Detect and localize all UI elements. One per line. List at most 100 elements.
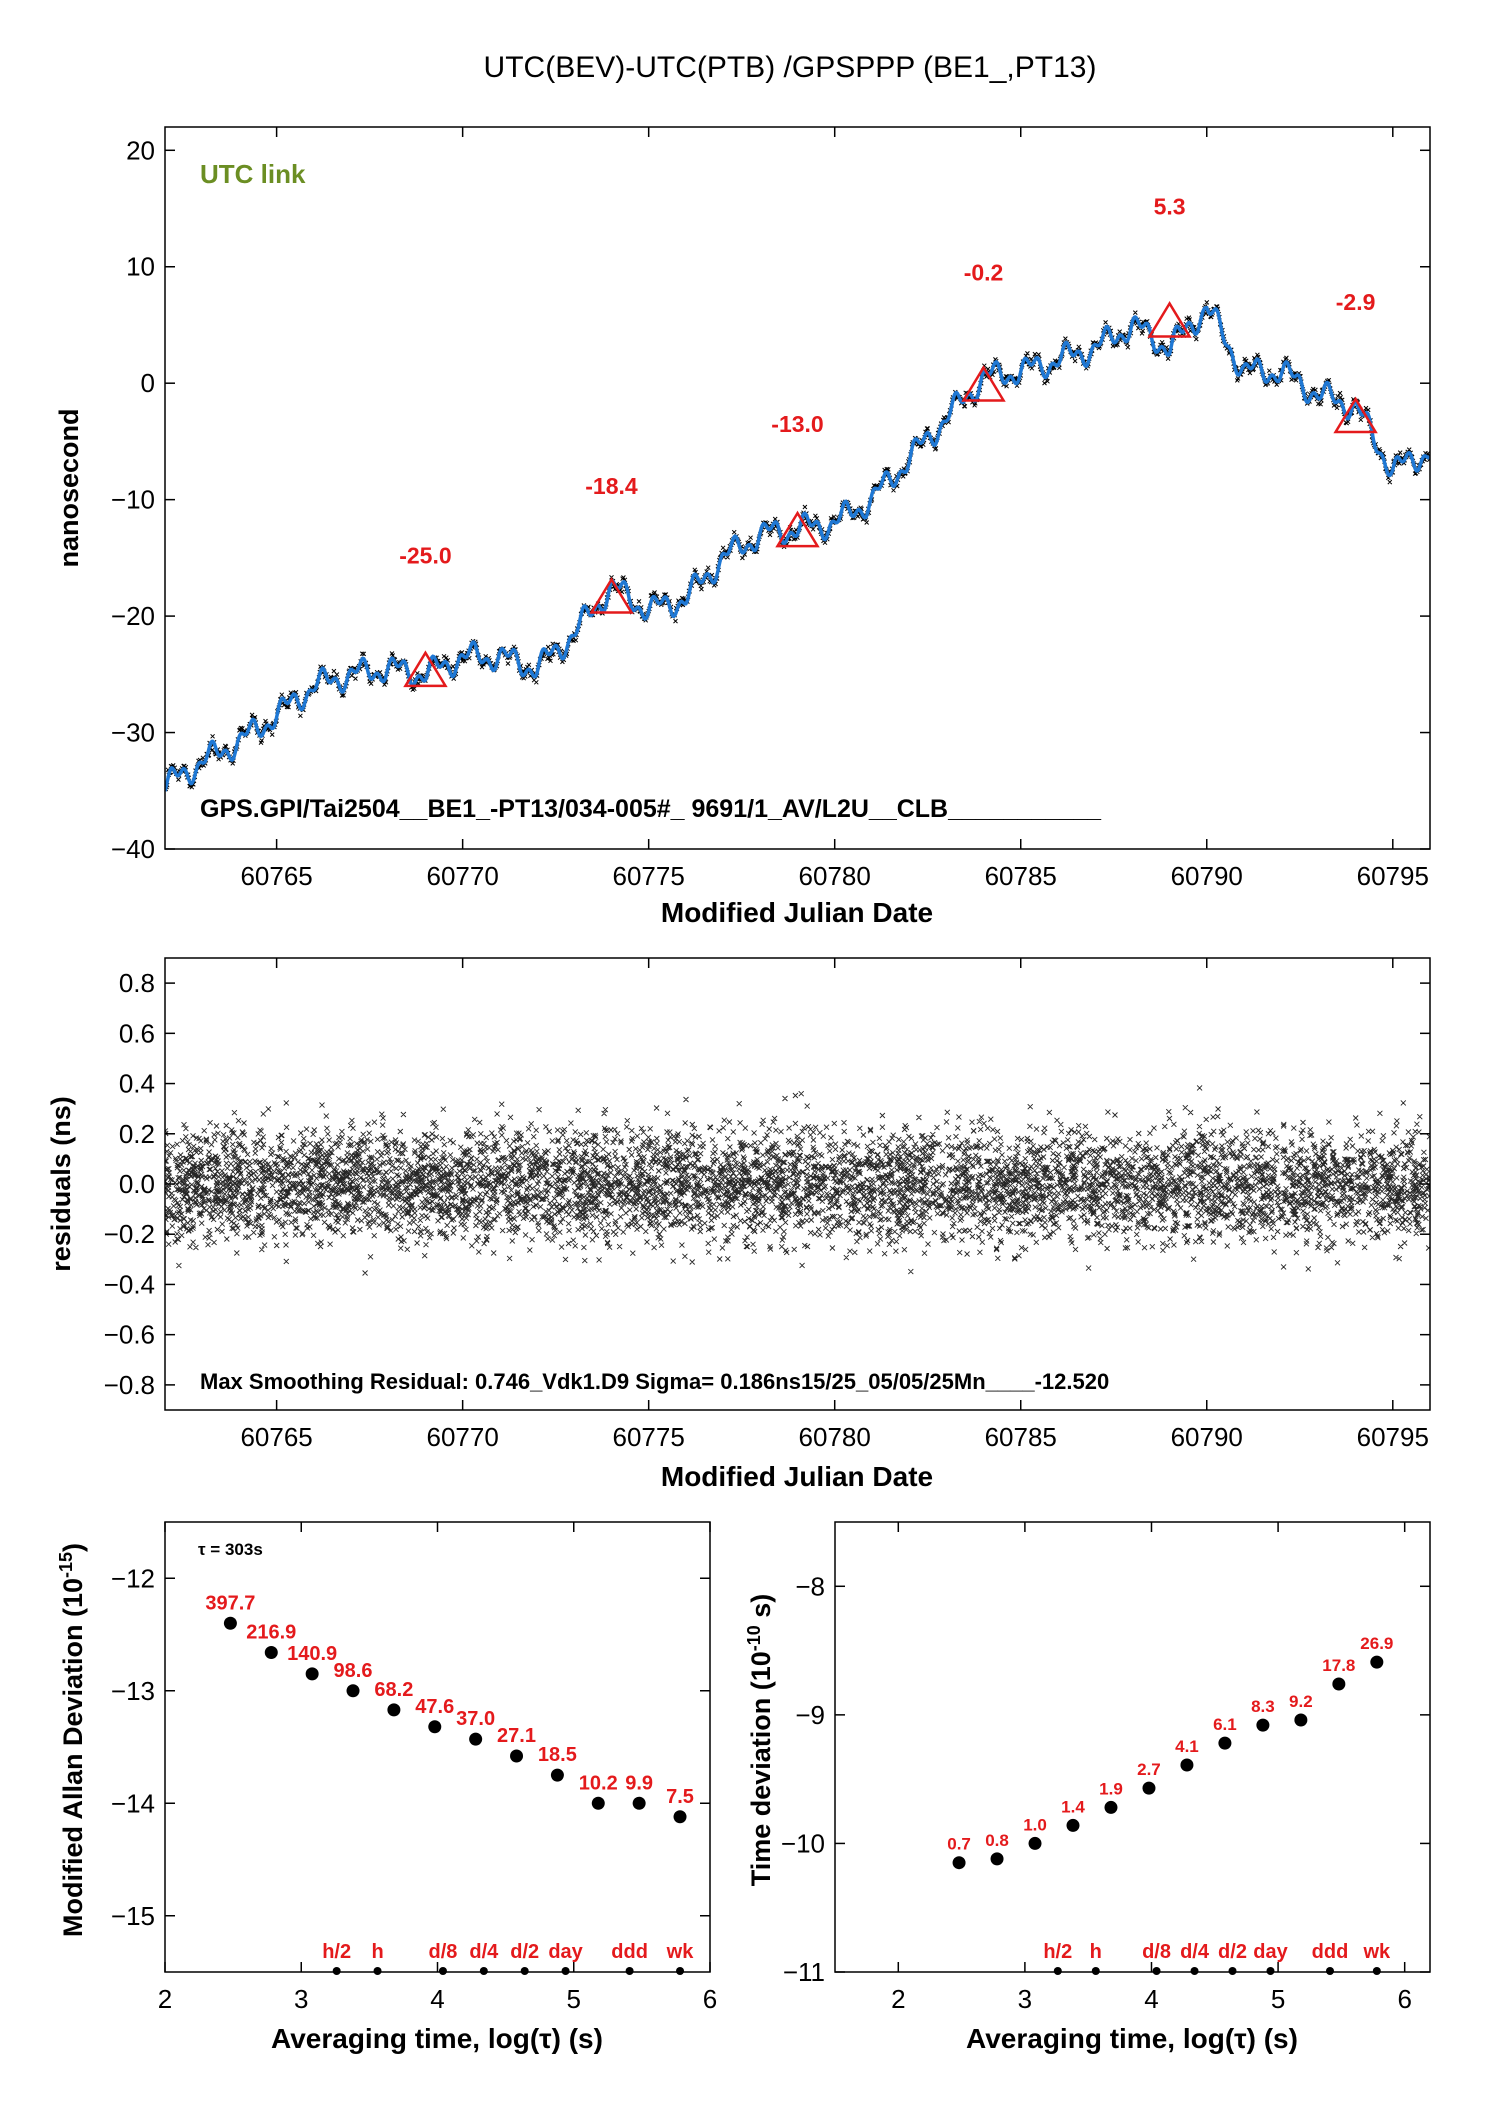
y-axis-ticks: −0.8 −0.6 −0.4 −0.2 0.0 0.2 0.4 0.6 0.8 bbox=[104, 968, 1430, 1400]
deviation-value-label: 18.5 bbox=[538, 1744, 577, 1766]
timescale-label: d/8 bbox=[428, 1941, 457, 1963]
deviation-value-label: 1.4 bbox=[1061, 1797, 1085, 1816]
x-tick-label: 3 bbox=[294, 1984, 308, 2014]
x-tick-label: 60775 bbox=[613, 861, 685, 891]
deviation-point bbox=[1256, 1718, 1270, 1732]
deviation-point bbox=[990, 1852, 1004, 1866]
x-tick-label: 60780 bbox=[799, 1422, 871, 1452]
mdev-x-label: Averaging time, log(τ) (s) bbox=[271, 2023, 603, 2054]
mdev-timescale-marks: h/2 h d/8 d/4 d/2 day ddd wk bbox=[322, 1941, 694, 1975]
deviation-value-label: 26.9 bbox=[1360, 1634, 1393, 1653]
x-tick-label: 60765 bbox=[240, 861, 312, 891]
y-tick-label: 0.4 bbox=[119, 1069, 155, 1099]
marker-annotations: -25.0 -18.4 -13.0 -0.2 5.3 -2.9 bbox=[399, 193, 1375, 568]
timescale-label: d/4 bbox=[1180, 1941, 1210, 1963]
deviation-value-label: 10.2 bbox=[579, 1772, 618, 1794]
deviation-point bbox=[591, 1796, 605, 1810]
tdev-points bbox=[952, 1655, 1384, 1870]
deviation-point bbox=[550, 1768, 564, 1782]
timescale-label: wk bbox=[666, 1941, 695, 1963]
deviation-point bbox=[223, 1616, 237, 1630]
offset-x-label: Modified Julian Date bbox=[661, 897, 933, 928]
x-tick-label: 60795 bbox=[1357, 861, 1429, 891]
deviation-value-label: 68.2 bbox=[374, 1679, 413, 1701]
timescale-label: day bbox=[1253, 1941, 1288, 1963]
x-axis-ticks: 60765 60770 60775 60780 60785 60790 60795 bbox=[240, 127, 1429, 891]
triangle-marker bbox=[589, 577, 634, 614]
timescale-label: h/2 bbox=[322, 1941, 351, 1963]
y-tick-label: 0.8 bbox=[119, 968, 155, 998]
x-tick-label: 60785 bbox=[985, 1422, 1057, 1452]
deviation-value-label: 27.1 bbox=[497, 1725, 536, 1747]
y-tick-label: −8 bbox=[795, 1571, 825, 1601]
deviation-value-label: 6.1 bbox=[1213, 1715, 1237, 1734]
timescale-label: h bbox=[371, 1941, 383, 1963]
triangle-marker bbox=[961, 365, 1006, 402]
marker-value-label: 5.3 bbox=[1154, 193, 1186, 219]
timescale-label: d/2 bbox=[510, 1941, 539, 1963]
deviation-value-label: 47.6 bbox=[415, 1696, 454, 1718]
deviation-point bbox=[1142, 1781, 1156, 1795]
y-tick-label: −12 bbox=[111, 1563, 155, 1593]
mdev-points bbox=[223, 1616, 687, 1824]
residuals-y-label: residuals (ns) bbox=[46, 1096, 76, 1272]
timescale-label: day bbox=[548, 1941, 583, 1963]
y-axis-ticks: −40 −30 −20 −10 0 10 20 bbox=[111, 135, 1430, 864]
y-tick-label: 0.2 bbox=[119, 1119, 155, 1149]
y-tick-label: 20 bbox=[126, 135, 155, 165]
y-tick-label: −11 bbox=[783, 1957, 825, 1987]
triangle-markers bbox=[403, 301, 1378, 688]
y-tick-label: −30 bbox=[111, 718, 155, 748]
triangle-marker bbox=[1147, 301, 1192, 338]
x-tick-label: 4 bbox=[430, 1984, 444, 2014]
timescale-mark bbox=[520, 1967, 529, 1975]
x-tick-label: 2 bbox=[158, 1984, 172, 2014]
tdev-y-label: Time deviation (10-10 s) bbox=[744, 1594, 776, 1887]
mdev-chart: 397.7 216.9140.998.668.247.637.027.118.51… bbox=[56, 1521, 717, 2054]
deviation-point bbox=[673, 1810, 687, 1824]
x-axis-ticks: 2 3 4 5 6 bbox=[158, 1522, 717, 2014]
x-tick-label: 60790 bbox=[1171, 1422, 1243, 1452]
timescale-mark bbox=[1053, 1967, 1062, 1975]
y-tick-label: −0.8 bbox=[104, 1370, 155, 1400]
deviation-point bbox=[1218, 1736, 1232, 1750]
residual-points-layer bbox=[165, 1085, 1430, 1276]
y-tick-label: 0.6 bbox=[119, 1018, 155, 1048]
x-tick-label: 60785 bbox=[985, 861, 1057, 891]
timescale-label: ddd bbox=[1312, 1941, 1349, 1963]
x-tick-label: 60780 bbox=[799, 861, 871, 891]
plot-frame bbox=[834, 1521, 1431, 1973]
tdev-chart: 0.7 0.8 1.0 1.4 1.9 2.7 4.1 6.1 8.3 9.2 17.8 26.9 h… bbox=[744, 1521, 1431, 2054]
timescale-mark bbox=[1228, 1967, 1237, 1975]
marker-value-label: -25.0 bbox=[399, 543, 451, 569]
deviation-point bbox=[1294, 1713, 1308, 1727]
figure-title: UTC(BEV)-UTC(PTB) /GPSPPP (BE1_,PT13) bbox=[484, 51, 1097, 84]
y-tick-label: −14 bbox=[111, 1788, 155, 1818]
mdev-y-label-exponent: -15 bbox=[56, 1552, 76, 1578]
smoothed-curve-layer bbox=[165, 305, 1430, 792]
tau-label: τ = 303s bbox=[198, 1540, 263, 1559]
timescale-mark bbox=[1266, 1967, 1275, 1975]
deviation-value-label: 98.6 bbox=[334, 1660, 373, 1682]
y-tick-label: −20 bbox=[111, 601, 155, 631]
timescale-mark bbox=[1152, 1967, 1161, 1975]
timescale-mark bbox=[332, 1967, 341, 1975]
y-axis-ticks: −15 −14 −13 −12 bbox=[111, 1563, 710, 1931]
triangle-marker bbox=[1333, 396, 1378, 434]
timescale-mark bbox=[1372, 1967, 1381, 1975]
y-tick-label: 10 bbox=[126, 252, 155, 282]
x-tick-label: 60775 bbox=[613, 1422, 685, 1452]
timescale-mark bbox=[438, 1967, 447, 1975]
marker-value-label: -18.4 bbox=[585, 473, 638, 499]
timescale-mark bbox=[561, 1967, 570, 1975]
y-tick-label: −0.6 bbox=[104, 1320, 155, 1350]
residual-points bbox=[165, 1085, 1430, 1276]
tdev-y-label-exponent: -10 bbox=[744, 1625, 764, 1651]
offset-y-label: nanosecond bbox=[54, 408, 84, 567]
timescale-label: d/2 bbox=[1218, 1941, 1247, 1963]
deviation-point bbox=[952, 1856, 966, 1870]
deviation-point bbox=[632, 1796, 646, 1810]
y-tick-label: −10 bbox=[111, 485, 155, 515]
timescale-mark bbox=[625, 1967, 634, 1975]
